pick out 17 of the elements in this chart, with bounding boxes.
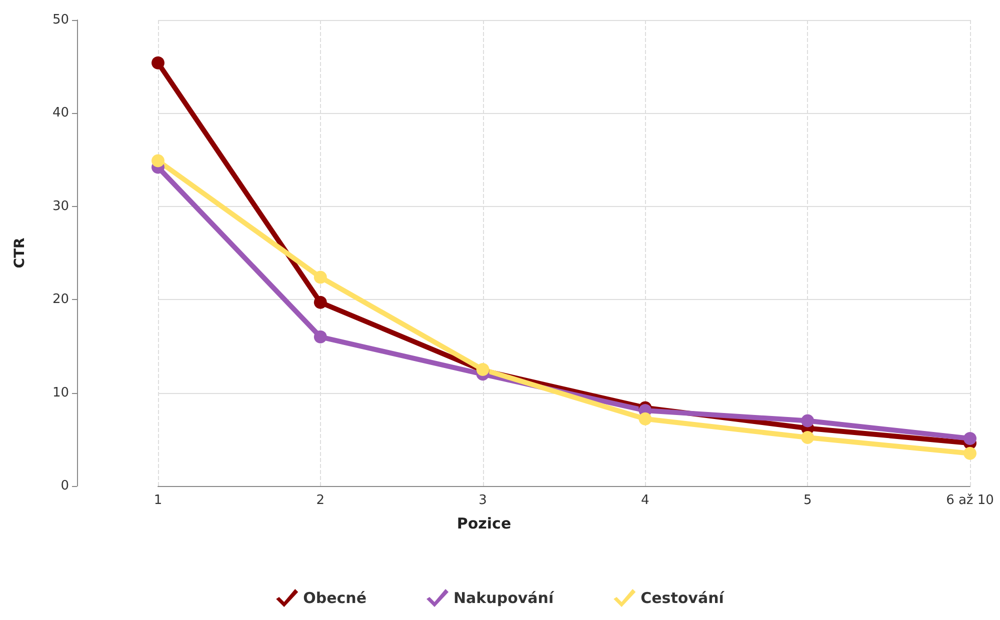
y-axis-title: CTR: [12, 237, 28, 268]
y-tick-label: 30: [52, 198, 69, 214]
x-tick-label: 2: [316, 493, 325, 508]
x-tick-label: 5: [803, 493, 812, 508]
y-tick-label: 40: [52, 106, 69, 121]
x-axis-title: Pozice: [456, 514, 512, 532]
legend-label: Cestování: [640, 589, 725, 607]
x-tick-label: 6 až 10: [946, 493, 994, 508]
y-tick-label: 0: [60, 478, 69, 494]
y-tick-label: 10: [52, 385, 69, 400]
legend-label: Obecné: [303, 589, 367, 607]
x-tick-label: 4: [641, 493, 650, 508]
y-tick-label: 50: [52, 12, 69, 28]
legend-label: Nakupování: [454, 589, 554, 607]
x-tick-label: 1: [154, 493, 162, 508]
x-tick-label: 3: [478, 493, 487, 508]
y-tick-label: 20: [52, 292, 69, 308]
